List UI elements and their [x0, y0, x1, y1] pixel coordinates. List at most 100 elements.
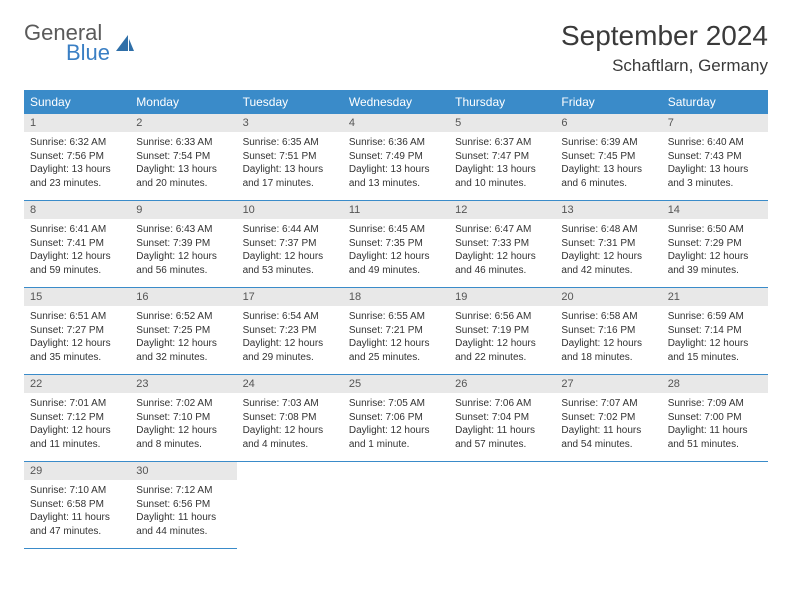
day-body: Sunrise: 6:41 AMSunset: 7:41 PMDaylight:…: [24, 219, 130, 287]
sunrise-line: Sunrise: 6:33 AM: [136, 136, 230, 150]
sunrise-line: Sunrise: 7:07 AM: [561, 397, 655, 411]
day-header: Monday: [130, 90, 236, 114]
day-body: Sunrise: 7:06 AMSunset: 7:04 PMDaylight:…: [449, 393, 555, 461]
sunset-line: Sunset: 7:19 PM: [455, 324, 549, 338]
daylight-line: Daylight: 12 hours and 53 minutes.: [243, 250, 337, 277]
day-header: Friday: [555, 90, 661, 114]
daylight-line: Daylight: 12 hours and 15 minutes.: [668, 337, 762, 364]
day-number: 27: [555, 375, 661, 393]
sunrise-line: Sunrise: 6:39 AM: [561, 136, 655, 150]
sunset-line: Sunset: 6:56 PM: [136, 498, 230, 512]
daylight-line: Daylight: 11 hours and 54 minutes.: [561, 424, 655, 451]
day-cell: 3Sunrise: 6:35 AMSunset: 7:51 PMDaylight…: [237, 114, 343, 201]
day-body: Sunrise: 6:45 AMSunset: 7:35 PMDaylight:…: [343, 219, 449, 287]
location-label: Schaftlarn, Germany: [561, 56, 768, 76]
day-cell: 23Sunrise: 7:02 AMSunset: 7:10 PMDayligh…: [130, 375, 236, 462]
daylight-line: Daylight: 12 hours and 42 minutes.: [561, 250, 655, 277]
page-title: September 2024: [561, 20, 768, 52]
header: General Blue September 2024 Schaftlarn, …: [24, 20, 768, 76]
day-body: Sunrise: 6:32 AMSunset: 7:56 PMDaylight:…: [24, 132, 130, 200]
daylight-line: Daylight: 12 hours and 39 minutes.: [668, 250, 762, 277]
sunrise-line: Sunrise: 6:59 AM: [668, 310, 762, 324]
day-cell: 30Sunrise: 7:12 AMSunset: 6:56 PMDayligh…: [130, 462, 236, 549]
day-cell: 19Sunrise: 6:56 AMSunset: 7:19 PMDayligh…: [449, 288, 555, 375]
day-cell: 16Sunrise: 6:52 AMSunset: 7:25 PMDayligh…: [130, 288, 236, 375]
sunset-line: Sunset: 7:35 PM: [349, 237, 443, 251]
day-body: Sunrise: 6:50 AMSunset: 7:29 PMDaylight:…: [662, 219, 768, 287]
day-cell: 25Sunrise: 7:05 AMSunset: 7:06 PMDayligh…: [343, 375, 449, 462]
logo-text-block: General Blue: [24, 20, 110, 66]
day-body: Sunrise: 6:52 AMSunset: 7:25 PMDaylight:…: [130, 306, 236, 374]
sunrise-line: Sunrise: 6:58 AM: [561, 310, 655, 324]
sunset-line: Sunset: 7:39 PM: [136, 237, 230, 251]
daylight-line: Daylight: 12 hours and 49 minutes.: [349, 250, 443, 277]
day-number: 6: [555, 114, 661, 132]
sunrise-line: Sunrise: 6:43 AM: [136, 223, 230, 237]
day-header: Thursday: [449, 90, 555, 114]
sunrise-line: Sunrise: 7:01 AM: [30, 397, 124, 411]
daylight-line: Daylight: 13 hours and 17 minutes.: [243, 163, 337, 190]
day-cell: 18Sunrise: 6:55 AMSunset: 7:21 PMDayligh…: [343, 288, 449, 375]
day-cell: 4Sunrise: 6:36 AMSunset: 7:49 PMDaylight…: [343, 114, 449, 201]
day-body: Sunrise: 6:35 AMSunset: 7:51 PMDaylight:…: [237, 132, 343, 200]
sunset-line: Sunset: 7:37 PM: [243, 237, 337, 251]
sunrise-line: Sunrise: 6:40 AM: [668, 136, 762, 150]
daylight-line: Daylight: 11 hours and 51 minutes.: [668, 424, 762, 451]
day-header: Saturday: [662, 90, 768, 114]
daylight-line: Daylight: 12 hours and 46 minutes.: [455, 250, 549, 277]
day-number: 1: [24, 114, 130, 132]
day-cell: 7Sunrise: 6:40 AMSunset: 7:43 PMDaylight…: [662, 114, 768, 201]
day-header: Tuesday: [237, 90, 343, 114]
daylight-line: Daylight: 11 hours and 47 minutes.: [30, 511, 124, 538]
daylight-line: Daylight: 12 hours and 29 minutes.: [243, 337, 337, 364]
sunrise-line: Sunrise: 7:09 AM: [668, 397, 762, 411]
sunrise-line: Sunrise: 6:56 AM: [455, 310, 549, 324]
calendar-page: General Blue September 2024 Schaftlarn, …: [0, 0, 792, 569]
title-block: September 2024 Schaftlarn, Germany: [561, 20, 768, 76]
daylight-line: Daylight: 13 hours and 3 minutes.: [668, 163, 762, 190]
sunset-line: Sunset: 7:02 PM: [561, 411, 655, 425]
sunset-line: Sunset: 7:16 PM: [561, 324, 655, 338]
day-body: Sunrise: 7:09 AMSunset: 7:00 PMDaylight:…: [662, 393, 768, 461]
day-number: 24: [237, 375, 343, 393]
day-number: 20: [555, 288, 661, 306]
day-cell: 24Sunrise: 7:03 AMSunset: 7:08 PMDayligh…: [237, 375, 343, 462]
day-cell: 2Sunrise: 6:33 AMSunset: 7:54 PMDaylight…: [130, 114, 236, 201]
daylight-line: Daylight: 11 hours and 44 minutes.: [136, 511, 230, 538]
sunset-line: Sunset: 7:25 PM: [136, 324, 230, 338]
sunset-line: Sunset: 7:12 PM: [30, 411, 124, 425]
sunrise-line: Sunrise: 7:12 AM: [136, 484, 230, 498]
daylight-line: Daylight: 12 hours and 8 minutes.: [136, 424, 230, 451]
calendar-body: 1Sunrise: 6:32 AMSunset: 7:56 PMDaylight…: [24, 114, 768, 549]
logo-sail-icon: [114, 33, 136, 55]
daylight-line: Daylight: 13 hours and 20 minutes.: [136, 163, 230, 190]
sunset-line: Sunset: 7:08 PM: [243, 411, 337, 425]
sunrise-line: Sunrise: 6:32 AM: [30, 136, 124, 150]
day-body: Sunrise: 6:55 AMSunset: 7:21 PMDaylight:…: [343, 306, 449, 374]
day-number: 11: [343, 201, 449, 219]
day-body: Sunrise: 6:36 AMSunset: 7:49 PMDaylight:…: [343, 132, 449, 200]
calendar-week-row: 8Sunrise: 6:41 AMSunset: 7:41 PMDaylight…: [24, 201, 768, 288]
day-body: Sunrise: 7:05 AMSunset: 7:06 PMDaylight:…: [343, 393, 449, 461]
day-cell: 8Sunrise: 6:41 AMSunset: 7:41 PMDaylight…: [24, 201, 130, 288]
day-cell: 29Sunrise: 7:10 AMSunset: 6:58 PMDayligh…: [24, 462, 130, 549]
day-cell: 1Sunrise: 6:32 AMSunset: 7:56 PMDaylight…: [24, 114, 130, 201]
day-number: 14: [662, 201, 768, 219]
daylight-line: Daylight: 11 hours and 57 minutes.: [455, 424, 549, 451]
day-cell: 28Sunrise: 7:09 AMSunset: 7:00 PMDayligh…: [662, 375, 768, 462]
day-body: Sunrise: 6:59 AMSunset: 7:14 PMDaylight:…: [662, 306, 768, 374]
day-body: Sunrise: 6:40 AMSunset: 7:43 PMDaylight:…: [662, 132, 768, 200]
sunset-line: Sunset: 7:41 PM: [30, 237, 124, 251]
day-body: Sunrise: 6:54 AMSunset: 7:23 PMDaylight:…: [237, 306, 343, 374]
day-number: 25: [343, 375, 449, 393]
day-number: 22: [24, 375, 130, 393]
day-cell: 26Sunrise: 7:06 AMSunset: 7:04 PMDayligh…: [449, 375, 555, 462]
day-cell: 11Sunrise: 6:45 AMSunset: 7:35 PMDayligh…: [343, 201, 449, 288]
day-number: 28: [662, 375, 768, 393]
day-number: 2: [130, 114, 236, 132]
daylight-line: Daylight: 12 hours and 18 minutes.: [561, 337, 655, 364]
day-cell: 13Sunrise: 6:48 AMSunset: 7:31 PMDayligh…: [555, 201, 661, 288]
day-cell: [555, 462, 661, 549]
day-number: 26: [449, 375, 555, 393]
sunrise-line: Sunrise: 6:44 AM: [243, 223, 337, 237]
